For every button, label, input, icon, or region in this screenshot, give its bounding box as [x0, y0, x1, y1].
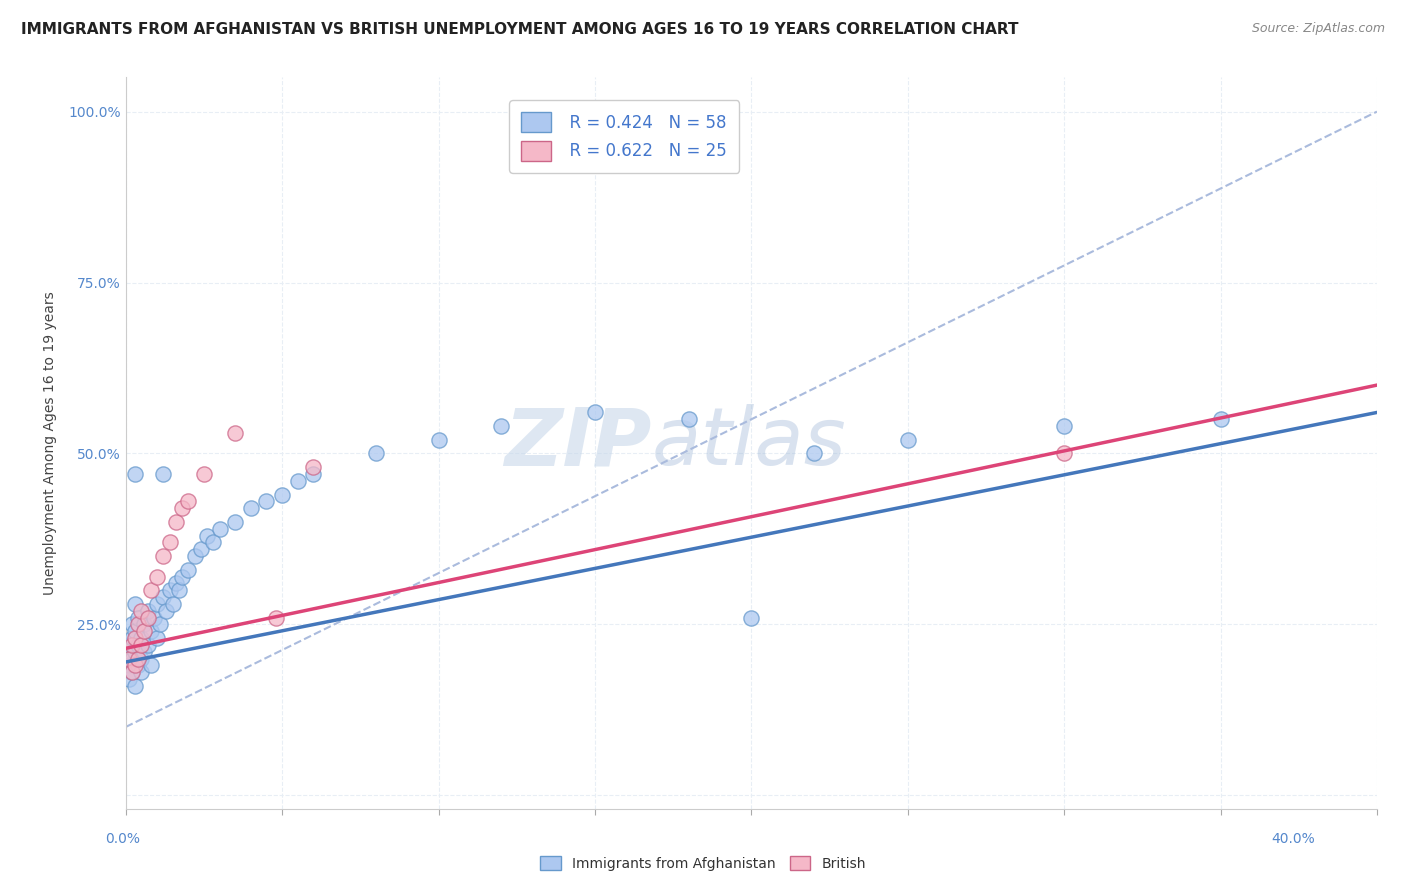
Point — [136, 604, 159, 618]
Point — [127, 658, 149, 673]
Point — [134, 624, 156, 639]
Point — [139, 583, 162, 598]
Point — [131, 665, 153, 680]
Point — [162, 597, 184, 611]
Point — [124, 624, 146, 639]
Point — [146, 569, 169, 583]
Point — [136, 638, 159, 652]
Point — [152, 549, 174, 563]
Point — [121, 638, 143, 652]
Point — [224, 515, 246, 529]
Point — [149, 617, 172, 632]
Point — [177, 563, 200, 577]
Point — [599, 125, 621, 139]
Point — [897, 433, 920, 447]
Point — [678, 412, 700, 426]
Point — [134, 645, 156, 659]
Point — [256, 494, 278, 508]
Point — [159, 535, 181, 549]
Point — [121, 617, 143, 632]
Point — [127, 638, 149, 652]
Y-axis label: Unemployment Among Ages 16 to 19 years: Unemployment Among Ages 16 to 19 years — [44, 292, 58, 595]
Point — [139, 658, 162, 673]
Point — [127, 610, 149, 624]
Point — [1209, 412, 1232, 426]
Point — [302, 460, 325, 475]
Point — [124, 631, 146, 645]
Point — [118, 651, 141, 665]
Text: IMMIGRANTS FROM AFGHANISTAN VS BRITISH UNEMPLOYMENT AMONG AGES 16 TO 19 YEARS CO: IMMIGRANTS FROM AFGHANISTAN VS BRITISH U… — [21, 22, 1018, 37]
Text: Source: ZipAtlas.com: Source: ZipAtlas.com — [1251, 22, 1385, 36]
Point — [662, 125, 685, 139]
Point — [152, 590, 174, 604]
Point — [193, 467, 215, 481]
Point — [302, 467, 325, 481]
Point — [127, 617, 149, 632]
Legend: Immigrants from Afghanistan, British: Immigrants from Afghanistan, British — [534, 850, 872, 876]
Point — [134, 617, 156, 632]
Point — [583, 405, 606, 419]
Point — [167, 583, 190, 598]
Point — [190, 542, 212, 557]
Point — [740, 610, 762, 624]
Point — [124, 467, 146, 481]
Point — [124, 658, 146, 673]
Point — [146, 597, 169, 611]
Point — [118, 638, 141, 652]
Point — [183, 549, 205, 563]
Point — [165, 515, 187, 529]
Point — [239, 501, 262, 516]
Point — [124, 597, 146, 611]
Point — [121, 651, 143, 665]
Point — [152, 467, 174, 481]
Point — [124, 645, 146, 659]
Point — [121, 665, 143, 680]
Point — [1053, 419, 1076, 434]
Point — [208, 522, 231, 536]
Point — [121, 631, 143, 645]
Point — [489, 419, 512, 434]
Point — [170, 501, 193, 516]
Point — [131, 604, 153, 618]
Point — [1053, 446, 1076, 460]
Point — [159, 583, 181, 598]
Point — [139, 624, 162, 639]
Point — [118, 672, 141, 686]
Point — [224, 425, 246, 440]
Point — [118, 658, 141, 673]
Point — [165, 576, 187, 591]
Text: atlas: atlas — [651, 404, 846, 483]
Point — [124, 679, 146, 693]
Point — [136, 610, 159, 624]
Point — [271, 487, 294, 501]
Point — [177, 494, 200, 508]
Point — [127, 651, 149, 665]
Point — [287, 474, 309, 488]
Point — [195, 528, 218, 542]
Text: ZIP: ZIP — [503, 404, 651, 483]
Legend:   R = 0.424   N = 58,   R = 0.622   N = 25: R = 0.424 N = 58, R = 0.622 N = 25 — [509, 101, 738, 173]
Text: 0.0%: 0.0% — [105, 832, 141, 846]
Point — [264, 610, 287, 624]
Point — [803, 446, 825, 460]
Point — [364, 446, 387, 460]
Point — [155, 604, 177, 618]
Point — [131, 638, 153, 652]
Point — [146, 631, 169, 645]
Point — [427, 433, 450, 447]
Point — [131, 631, 153, 645]
Text: 40.0%: 40.0% — [1271, 832, 1315, 846]
Point — [142, 610, 165, 624]
Point — [121, 665, 143, 680]
Point — [202, 535, 225, 549]
Point — [170, 569, 193, 583]
Point — [131, 651, 153, 665]
